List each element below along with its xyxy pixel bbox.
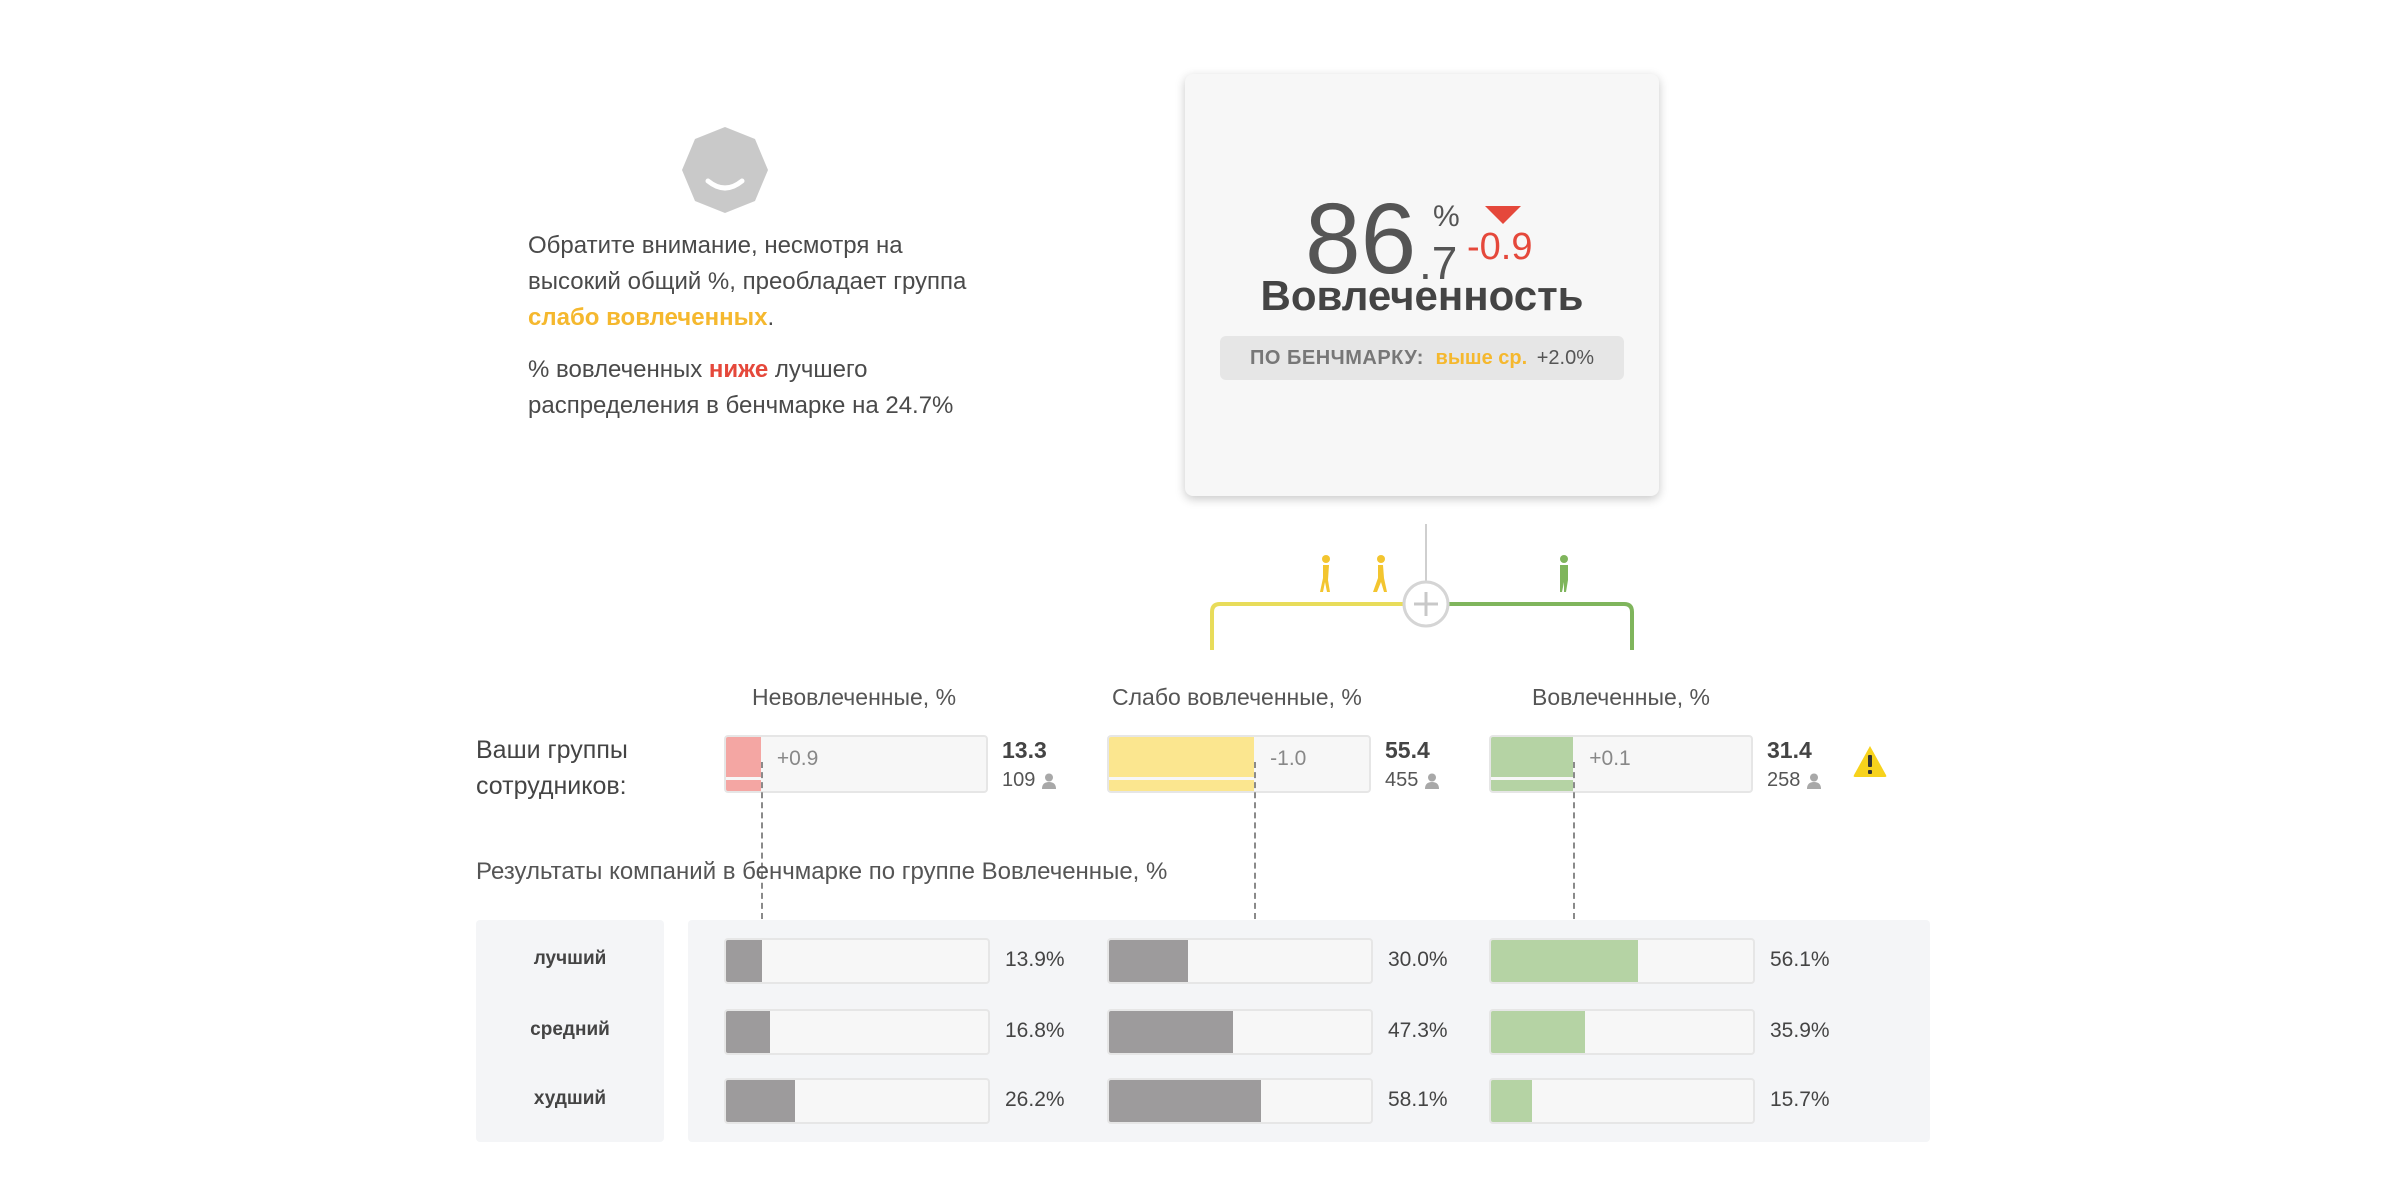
down-arrow-icon xyxy=(1485,206,1521,224)
benchmark-bar[interactable] xyxy=(724,938,990,984)
person-green-icon xyxy=(1560,555,1568,592)
benchmark-bar-fill xyxy=(726,1011,771,1053)
group-value: 13.3 xyxy=(1002,737,1047,763)
benchmark-bar-fill xyxy=(1491,1080,1533,1122)
warning-icon[interactable] xyxy=(1852,744,1888,778)
benchmark-bar[interactable] xyxy=(1107,1009,1373,1055)
group-bar[interactable]: +0.9 xyxy=(724,735,988,793)
benchmark-label: ПО БЕНЧМАРКУ: xyxy=(1250,347,1424,369)
column-header-engaged: Вовлеченные, % xyxy=(1532,684,1711,710)
benchmark-bar-fill xyxy=(726,940,763,982)
group-count: 258 xyxy=(1767,769,1801,791)
benchmark-value: 13.9% xyxy=(1005,948,1065,971)
group-tree-connector xyxy=(1210,524,1634,650)
group-bar[interactable]: -1.0 xyxy=(1107,735,1371,793)
group-bar[interactable]: +0.1 xyxy=(1489,735,1753,793)
benchmark-value: 47.3% xyxy=(1388,1019,1448,1042)
benchmark-value: 26.2% xyxy=(1005,1088,1065,1111)
user-icon xyxy=(1807,773,1821,789)
insight-highlight-weakly: слабо вовлеченных xyxy=(528,304,768,331)
benchmark-value: 56.1% xyxy=(1770,948,1830,971)
benchmark-bar-fill xyxy=(1491,940,1638,982)
group-value: 31.4 xyxy=(1767,737,1812,763)
benchmark-labels-panel xyxy=(476,920,664,1142)
group-bar-fill xyxy=(1491,737,1574,777)
kpi-delta: -0.9 xyxy=(1467,226,1533,268)
insight-paragraph-2: % вовлеченных ниже лучшего распределения… xyxy=(528,356,954,419)
benchmark-value: 30.0% xyxy=(1388,948,1448,971)
benchmark-title: Результаты компаний в бенчмарке по групп… xyxy=(476,858,1168,885)
column-header-weakly-engaged: Слабо вовлеченные, % xyxy=(1112,684,1362,710)
group-count: 109 xyxy=(1002,769,1036,791)
benchmark-bar[interactable] xyxy=(1107,938,1373,984)
group-value: 55.4 xyxy=(1385,737,1430,763)
benchmark-row-label: лучший xyxy=(533,948,607,969)
person-yellow-icon xyxy=(1320,555,1330,592)
group-bar-fill xyxy=(1109,737,1255,777)
benchmark-bar[interactable] xyxy=(1107,1078,1373,1124)
group-bar-fill xyxy=(726,737,761,777)
insight-highlight-below: ниже xyxy=(708,356,769,383)
kpi-value-dec: .7 xyxy=(1419,237,1458,289)
group-bar-fill-lower xyxy=(1491,780,1574,791)
group-bar-delta: +0.9 xyxy=(776,747,819,770)
benchmark-value: 16.8% xyxy=(1005,1019,1065,1042)
group-bar-delta: -1.0 xyxy=(1270,747,1307,770)
benchmark-bar[interactable] xyxy=(1489,1078,1755,1124)
group-bar-fill-lower xyxy=(1109,780,1255,791)
insight-paragraph-1: Обратите внимание, несмотря на высокий о… xyxy=(528,232,967,331)
group-bar-delta: +0.1 xyxy=(1589,747,1631,770)
benchmark-bar[interactable] xyxy=(724,1078,990,1124)
user-icon xyxy=(1425,773,1439,789)
benchmark-bar-fill xyxy=(1109,940,1188,982)
group-count: 455 xyxy=(1385,769,1419,791)
benchmark-bar-fill xyxy=(1109,1080,1262,1122)
group-bar-fill-lower xyxy=(726,780,761,791)
benchmark-bar-fill xyxy=(1491,1011,1586,1053)
benchmark-row-label: худший xyxy=(533,1088,607,1109)
kpi-value-int: 86 xyxy=(1305,183,1417,295)
kpi-unit: % xyxy=(1433,200,1460,233)
smiley-icon xyxy=(682,127,768,213)
benchmark-value: 15.7% xyxy=(1770,1088,1830,1111)
column-header-disengaged: Невовлеченные, % xyxy=(752,684,957,710)
person-yellow-walking-icon xyxy=(1373,555,1387,592)
kpi-title: Вовлеченность xyxy=(1260,272,1584,319)
benchmark-value: 58.1% xyxy=(1388,1088,1448,1111)
benchmark-bar-fill xyxy=(726,1080,795,1122)
benchmark-badge: ПО БЕНЧМАРКУ: выше ср. +2.0% xyxy=(1220,336,1624,380)
benchmark-bar[interactable] xyxy=(1489,938,1755,984)
benchmark-bar[interactable] xyxy=(1489,1009,1755,1055)
benchmark-bar-fill xyxy=(1109,1011,1233,1053)
your-groups-label: Ваши группы сотрудников: xyxy=(476,736,628,800)
benchmark-value: 35.9% xyxy=(1770,1019,1830,1042)
benchmark-row-label: средний xyxy=(530,1019,610,1040)
engagement-kpi-card[interactable]: 86 % .7 -0.9 Вовлеченность ПО БЕНЧМАРКУ:… xyxy=(1185,74,1659,496)
benchmark-delta: +2.0% xyxy=(1536,347,1594,369)
user-icon xyxy=(1042,773,1056,789)
benchmark-status: выше ср. xyxy=(1435,347,1528,369)
insight-text: Обратите внимание, несмотря на высокий о… xyxy=(528,228,978,440)
benchmark-bar[interactable] xyxy=(724,1009,990,1055)
